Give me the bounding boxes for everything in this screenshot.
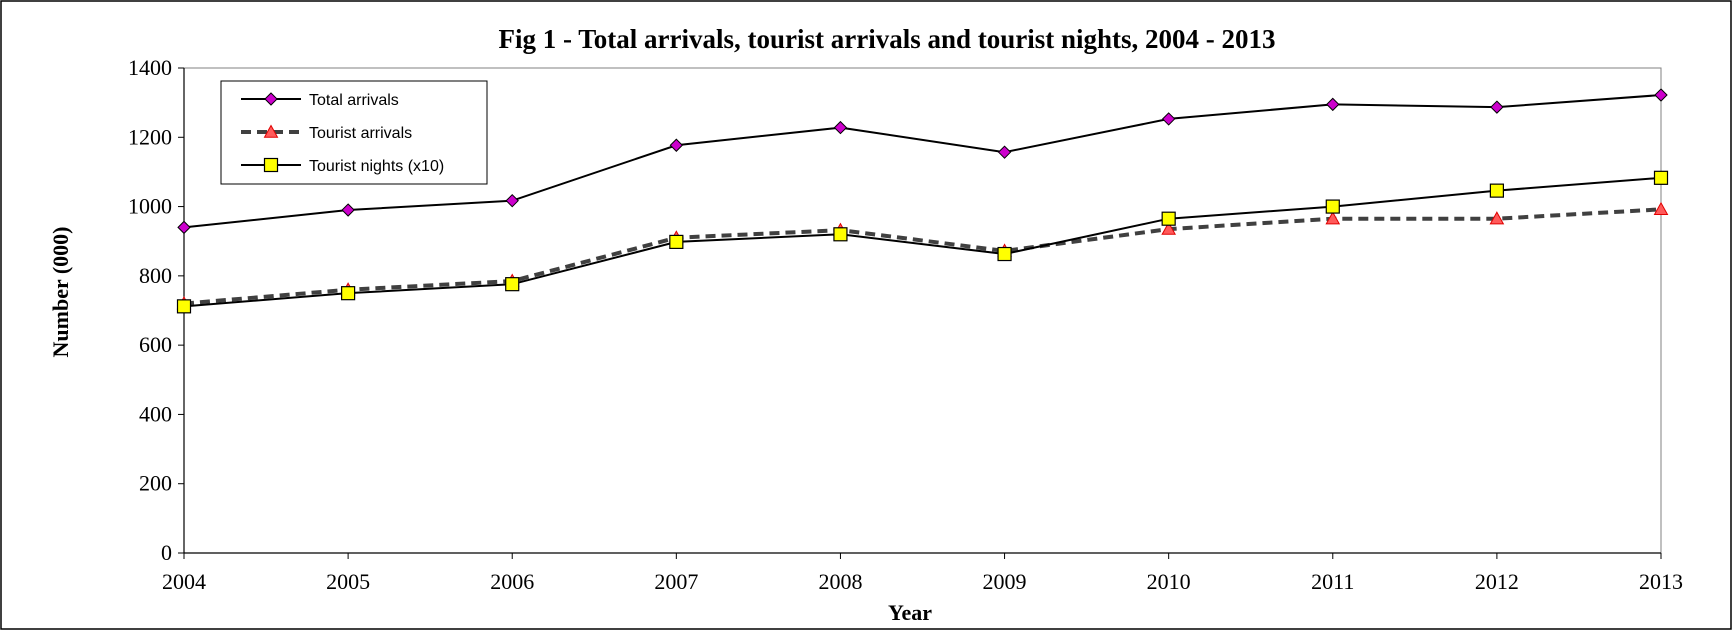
x-axis-title: Year — [888, 600, 932, 625]
x-tick-label: 2005 — [326, 569, 370, 594]
data-point — [1489, 211, 1505, 225]
legend-label: Total arrivals — [309, 92, 399, 109]
y-tick-label: 800 — [139, 263, 172, 288]
data-point — [505, 277, 520, 292]
y-tick-label: 600 — [139, 332, 172, 357]
x-tick-label: 2013 — [1639, 569, 1683, 594]
legend-label: Tourist nights (x10) — [309, 158, 444, 175]
series-1 — [177, 88, 1668, 235]
data-point — [1654, 88, 1668, 102]
legend-label: Tourist arrivals — [309, 125, 412, 142]
data-point — [997, 246, 1012, 262]
series-layer — [176, 88, 1669, 314]
y-tick-label: 200 — [139, 471, 172, 496]
data-point — [341, 286, 356, 301]
data-point — [1489, 183, 1504, 198]
y-tick-label: 400 — [139, 401, 172, 426]
data-point — [997, 145, 1012, 159]
data-point — [669, 138, 684, 152]
data-point — [1161, 112, 1176, 126]
data-point — [176, 299, 192, 314]
data-point — [1325, 199, 1340, 214]
data-point — [1653, 170, 1669, 185]
x-tick-label: 2012 — [1475, 569, 1519, 594]
data-point — [1326, 97, 1340, 112]
y-tick-label: 1200 — [128, 124, 172, 149]
y-axis-ticks: 0 200 400 600 800 1000 1200 1400 — [128, 55, 184, 565]
series-3 — [176, 170, 1669, 314]
x-tick-label: 2006 — [490, 569, 534, 594]
data-point — [505, 193, 519, 208]
x-tick-label: 2007 — [654, 569, 698, 594]
chart-title: Fig 1 - Total arrivals, tourist arrivals… — [498, 24, 1275, 54]
legend-swatch-marker — [263, 157, 279, 173]
data-point — [1161, 211, 1176, 226]
y-axis-title: Number (000) — [48, 227, 73, 358]
series-line — [183, 94, 1662, 229]
data-point — [341, 203, 355, 217]
data-point — [833, 227, 848, 242]
y-tick-label: 0 — [161, 540, 172, 565]
data-point — [1653, 201, 1669, 216]
y-tick-label: 1000 — [128, 194, 172, 219]
series-line — [183, 207, 1662, 306]
x-axis-ticks: 2004 2005 2006 2007 2008 2009 2010 2011 2012 2013 — [162, 553, 1683, 594]
legend-swatch-marker — [264, 92, 278, 106]
data-point — [833, 120, 848, 135]
legend: Total arrivals Tourist arrivals Tourist ni… — [220, 80, 488, 185]
data-point — [669, 234, 684, 250]
x-tick-label: 2009 — [983, 569, 1027, 594]
x-tick-label: 2010 — [1147, 569, 1191, 594]
legend-swatch-marker — [263, 124, 279, 138]
x-tick-label: 2008 — [818, 569, 862, 594]
x-tick-label: 2004 — [162, 569, 206, 594]
data-point — [1161, 221, 1177, 235]
data-point — [177, 220, 191, 235]
x-tick-label: 2011 — [1311, 569, 1354, 594]
series-line — [183, 176, 1662, 308]
data-point — [1325, 211, 1341, 225]
data-point — [1490, 100, 1504, 114]
y-tick-label: 1400 — [128, 55, 172, 80]
